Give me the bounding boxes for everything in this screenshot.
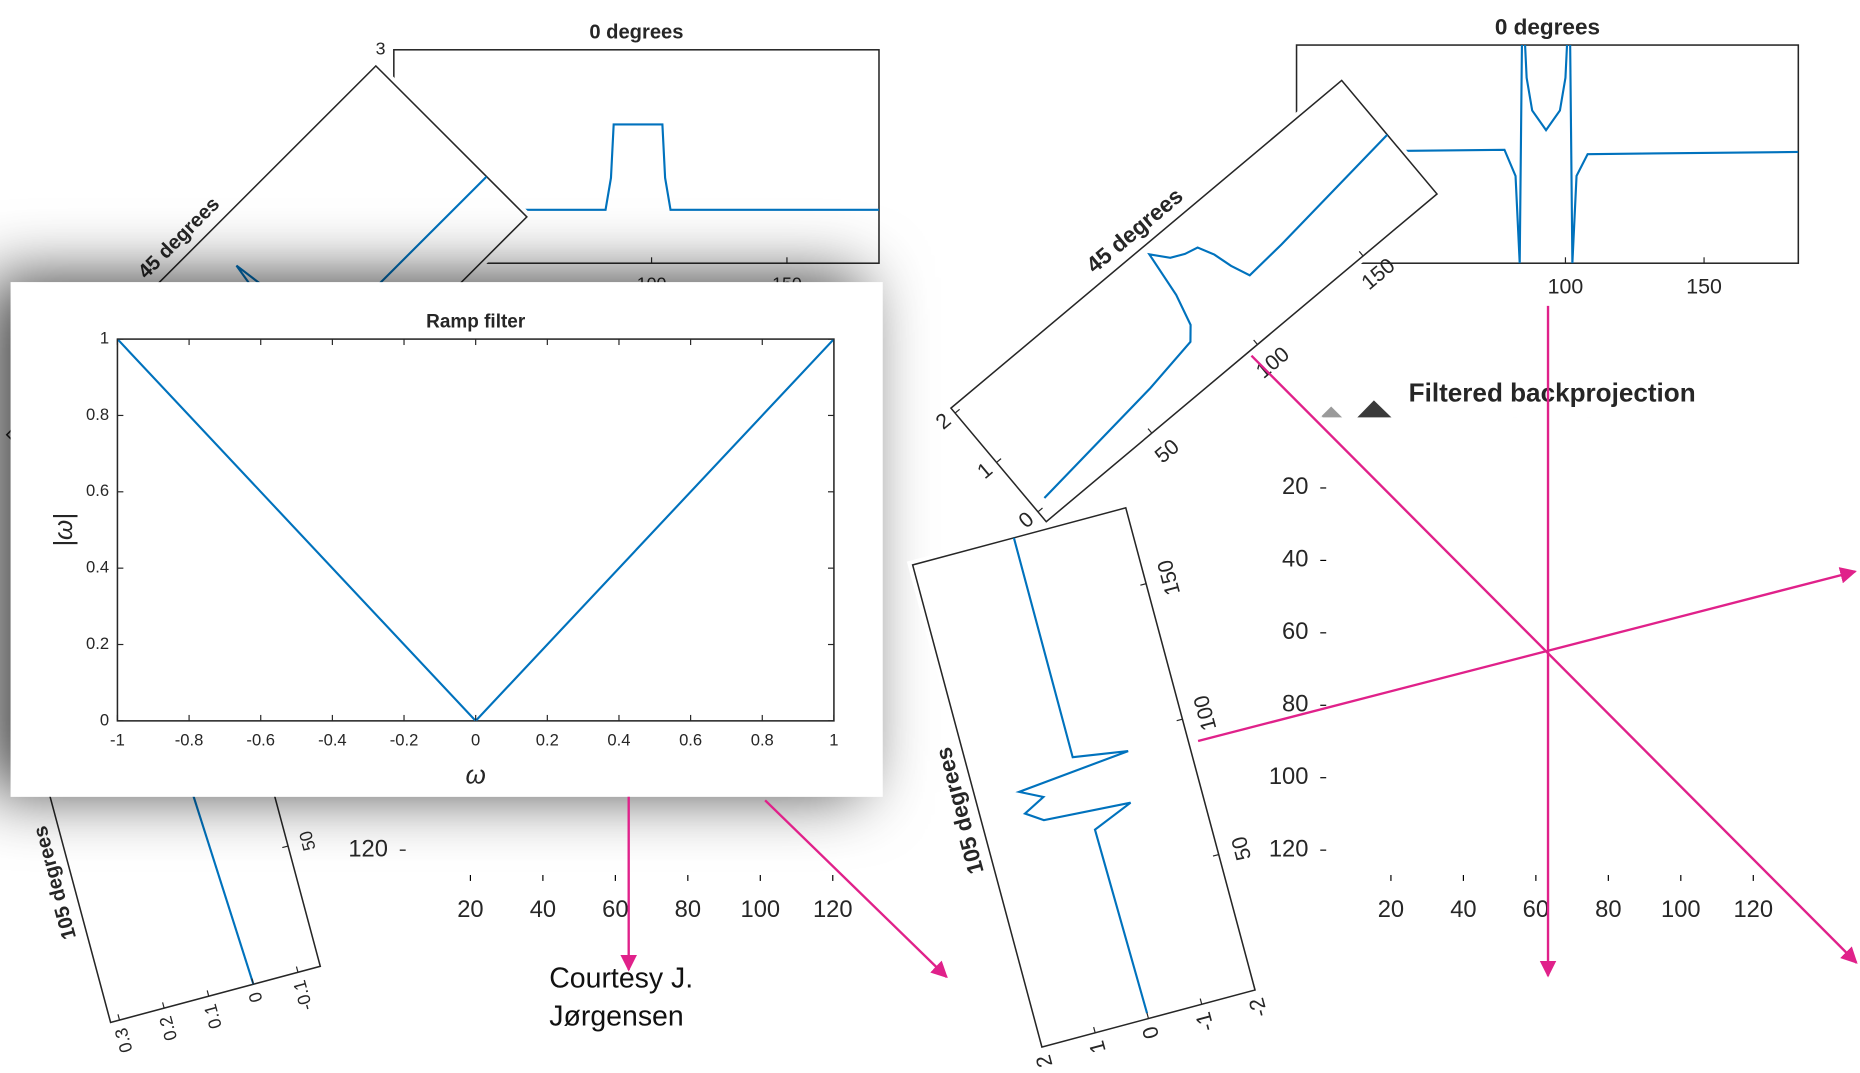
x-tick-label: 0: [471, 730, 480, 749]
y-tick-label: 0: [1138, 1024, 1164, 1042]
y-tick-label: 1: [1084, 1038, 1110, 1056]
panel-title: 0 degrees: [1495, 14, 1600, 39]
y-tick-label: 120: [1269, 836, 1309, 862]
image-shape: [1357, 417, 1529, 584]
y-tick-label: -0.1: [289, 978, 316, 1013]
x-tick-label: 150: [1153, 557, 1185, 598]
y-tick-label: 2: [1031, 1052, 1057, 1070]
arrow: [1198, 571, 1855, 741]
y-tick-label: 0.2: [155, 1014, 181, 1043]
x-axis-label: ω: [466, 759, 486, 789]
y-axis-label: |ω|: [48, 513, 78, 547]
slide: 10015030 degrees45 degrees20406080100120…: [0, 0, 1860, 1073]
x-tick-label: 0.6: [679, 730, 702, 749]
image-shape: [1320, 607, 1784, 718]
x-tick-label: -1: [110, 730, 125, 749]
y-tick-label: 0.2: [86, 634, 109, 653]
x-tick-label: 50: [295, 829, 319, 853]
x-tick-label: 100: [1189, 693, 1221, 734]
x-tick-label: 0.2: [536, 730, 559, 749]
y-tick-label: 0.3: [111, 1026, 137, 1055]
credit: Courtesy J. Jørgensen: [549, 960, 739, 1036]
panel-title: 0 degrees: [589, 22, 683, 44]
image-shape: [1320, 566, 1784, 677]
y-tick-label: 0: [245, 990, 267, 1005]
y-tick-label: 0.8: [86, 405, 109, 424]
x-tick-label: -0.8: [175, 730, 204, 749]
plot-panel: -1 -0.8 -0.6 -0.4 -0.2 0 0.2 0.4 0.6 0.8 1 0 0.2 0.4 0…: [11, 282, 883, 797]
x-tick-label: 20: [1378, 897, 1404, 923]
image-shape: [1520, 575, 1585, 686]
x-tick-label: 100: [1661, 897, 1701, 923]
x-tick-label: 40: [530, 897, 556, 923]
x-tick-label: -0.2: [390, 730, 419, 749]
x-tick-label: -0.6: [246, 730, 275, 749]
panel-title: Ramp filter: [426, 312, 526, 333]
x-tick-label: 0.8: [751, 730, 774, 749]
x-tick-label: 80: [1595, 897, 1621, 923]
y-tick-label: -2: [1244, 995, 1272, 1020]
figure-background: [11, 282, 883, 797]
y-tick-label: 3: [376, 39, 386, 59]
page: 10015030 degrees45 degrees20406080100120…: [0, 0, 1860, 1073]
x-tick-label: 120: [1733, 897, 1773, 923]
y-tick-label: 20: [1282, 474, 1308, 500]
y-tick-label: 0.6: [86, 481, 109, 500]
y-tick-label: 1: [100, 328, 109, 347]
y-tick-label: 120: [348, 836, 388, 862]
x-tick-label: 60: [1523, 897, 1549, 923]
panel-background: [944, 74, 1443, 529]
x-tick-label: 50: [1227, 834, 1256, 863]
y-tick-label: -1: [1191, 1010, 1219, 1035]
credit-box: Courtesy J. Jørgensen: [549, 960, 739, 1045]
x-tick-label: 120: [813, 897, 853, 923]
y-tick-label: 100: [1269, 764, 1309, 790]
x-tick-label: 60: [602, 897, 628, 923]
arrow: [765, 800, 946, 977]
x-tick-label: 100: [1548, 275, 1584, 299]
x-tick-label: 40: [1450, 897, 1476, 923]
y-tick-label: 0: [100, 710, 109, 729]
arrow: [1251, 356, 1856, 963]
x-tick-label: 100: [741, 897, 781, 923]
panel-title: Filtered backprojection: [1409, 378, 1696, 408]
y-tick-label: 60: [1282, 619, 1308, 645]
y-tick-label: 40: [1282, 547, 1308, 573]
x-tick-label: -0.4: [318, 730, 347, 749]
y-tick-label: 0.1: [200, 1002, 226, 1031]
y-tick-label: 0.4: [86, 558, 109, 577]
x-tick-label: 80: [675, 897, 701, 923]
x-tick-label: 20: [457, 897, 483, 923]
x-tick-label: 50: [1150, 434, 1184, 468]
x-tick-label: 1: [829, 730, 838, 749]
x-tick-label: 150: [1686, 275, 1722, 299]
x-tick-label: 0.4: [607, 730, 630, 749]
